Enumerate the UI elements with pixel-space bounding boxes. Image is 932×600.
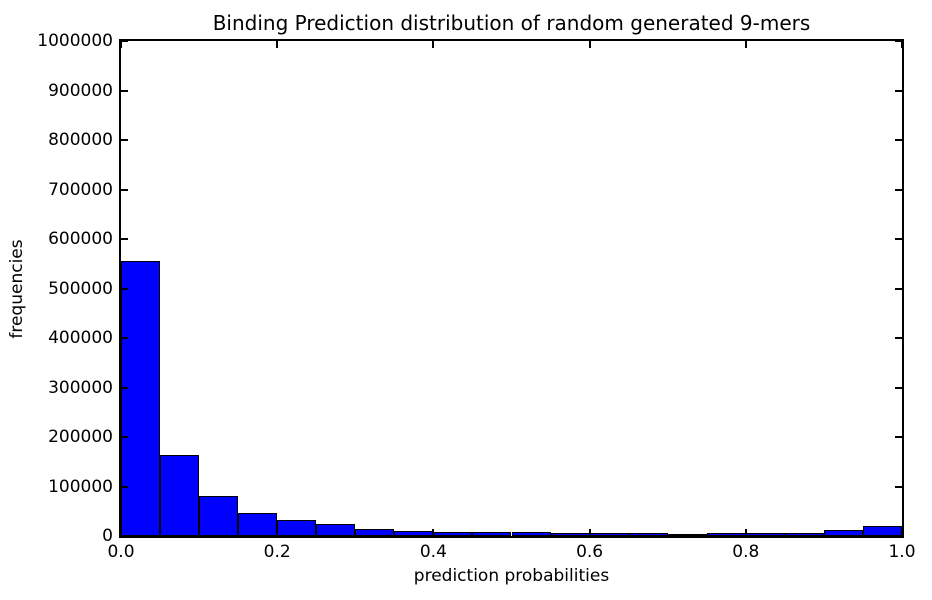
histogram-bar	[823, 530, 863, 536]
y-tick-label: 900000	[48, 80, 113, 101]
y-tick-label: 1000000	[37, 31, 113, 51]
x-tick-label: 1.0	[888, 542, 916, 562]
y-tick-label: 600000	[48, 229, 113, 249]
x-tick-label: 0.8	[732, 542, 760, 562]
right-spine	[902, 39, 904, 538]
histogram-bar	[316, 524, 356, 536]
x-tick	[588, 529, 591, 536]
y-tick	[895, 386, 902, 389]
y-tick	[895, 287, 902, 290]
y-tick	[121, 386, 128, 389]
histogram-bar	[355, 528, 395, 536]
x-tick	[432, 41, 435, 48]
y-tick	[121, 188, 128, 191]
chart-title: Binding Prediction distribution of rando…	[212, 11, 811, 35]
y-tick-label: 0	[102, 526, 113, 546]
y-tick-label: 800000	[48, 130, 113, 150]
y-tick-label: 500000	[48, 278, 113, 299]
left-spine	[119, 39, 121, 538]
x-tick	[276, 41, 279, 48]
x-tick-label: 0.4	[419, 542, 447, 562]
y-tick	[895, 40, 902, 42]
y-tick	[121, 287, 128, 290]
y-tick	[121, 337, 128, 339]
bottom-spine	[119, 536, 904, 538]
histogram-bar	[628, 533, 668, 536]
y-tick	[895, 188, 902, 191]
x-tick	[588, 41, 591, 48]
y-tick-label: 700000	[48, 179, 113, 200]
x-tick	[120, 41, 122, 48]
x-tick	[744, 41, 747, 48]
histogram-bar	[472, 532, 512, 536]
y-tick	[895, 139, 902, 141]
y-tick	[895, 89, 902, 92]
histogram-bar	[784, 532, 824, 536]
histogram-bar	[238, 513, 278, 536]
histogram-bar	[121, 261, 161, 536]
top-spine	[119, 39, 904, 41]
x-tick	[276, 529, 279, 536]
y-tick	[121, 238, 128, 240]
x-axis-label: prediction probabilities	[413, 566, 610, 586]
x-tick-label: 0.0	[107, 542, 135, 562]
histogram-bar	[277, 520, 317, 536]
y-tick-label: 200000	[48, 427, 113, 447]
y-tick-label: 300000	[48, 377, 113, 398]
x-tick	[432, 529, 435, 536]
x-tick	[120, 529, 122, 536]
x-tick-label: 0.6	[576, 542, 604, 562]
y-tick	[895, 436, 902, 438]
x-tick-label: 0.2	[263, 542, 291, 562]
histogram-bar	[160, 454, 200, 536]
y-tick	[895, 337, 902, 339]
y-tick	[895, 238, 902, 240]
y-tick	[121, 89, 128, 92]
y-tick	[121, 139, 128, 141]
histogram-bar	[667, 533, 707, 536]
y-tick	[121, 485, 128, 488]
histogram-bar	[511, 532, 551, 536]
y-tick-label: 100000	[48, 476, 113, 497]
histogram-bar	[199, 496, 239, 536]
y-tick	[895, 485, 902, 488]
plot-area	[119, 39, 904, 538]
x-tick	[744, 529, 747, 536]
y-tick	[121, 436, 128, 438]
y-tick	[121, 40, 128, 42]
y-tick-label: 400000	[48, 328, 113, 348]
